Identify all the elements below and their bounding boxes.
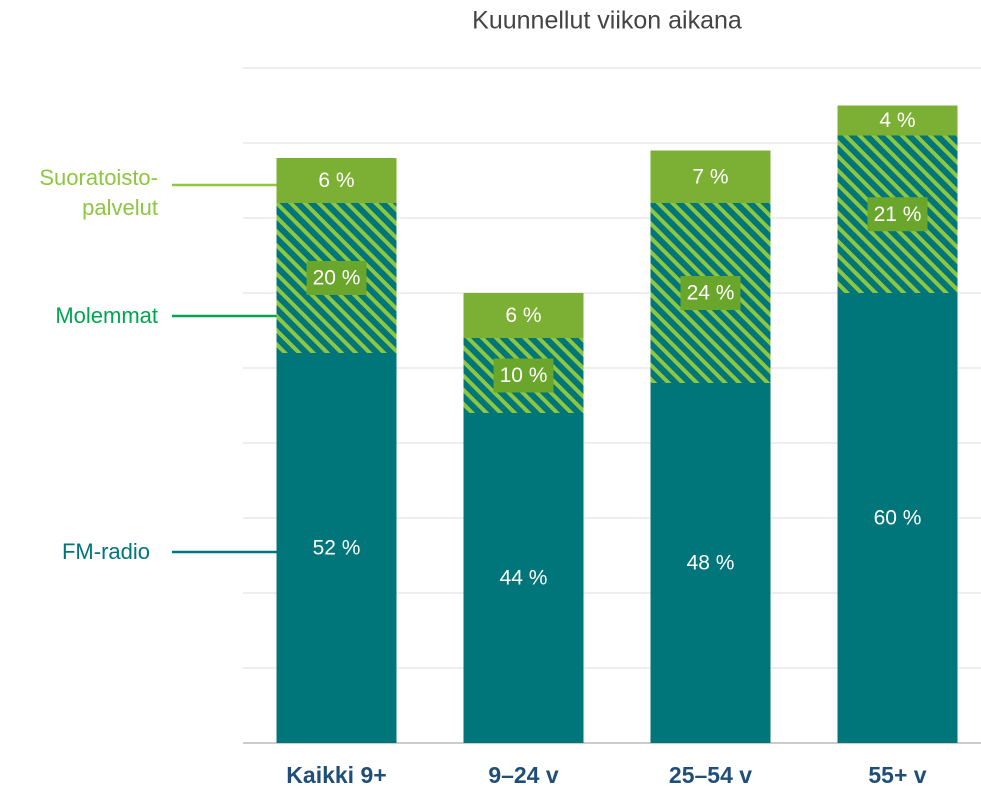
label-box	[493, 358, 554, 393]
label-box	[867, 197, 928, 232]
value-label: 60 %	[874, 507, 922, 530]
value-label: 10 %	[500, 364, 548, 387]
value-label: 6 %	[505, 304, 541, 327]
value-label: 21 %	[874, 203, 922, 226]
bar-segment	[463, 413, 584, 743]
label-box	[680, 276, 741, 310]
value-label: 7 %	[692, 165, 728, 188]
bar-segment	[276, 158, 397, 203]
bar-segment	[837, 105, 958, 136]
value-label: 4 %	[879, 109, 915, 132]
bar-segment	[650, 383, 771, 743]
x-tick-label: Kaikki 9+	[286, 762, 386, 788]
value-label: 20 %	[313, 267, 361, 290]
legend-label: FM-radio	[61, 539, 150, 564]
value-label: 6 %	[318, 169, 354, 192]
label-box	[306, 261, 367, 295]
bar-segment	[276, 353, 397, 743]
bar-segment	[463, 293, 584, 338]
value-label: 52 %	[313, 537, 361, 560]
chart-title: Kuunnellut viikon aikana	[472, 7, 742, 35]
bar-segment	[837, 293, 958, 743]
x-tick-label: 25–54 v	[669, 762, 752, 788]
bar-segment	[650, 150, 771, 203]
x-tick-label: 9–24 v	[488, 762, 559, 788]
x-tick-label: 55+ v	[868, 762, 926, 788]
value-label: 44 %	[500, 567, 548, 590]
legend-label: Suoratoisto-palvelut	[39, 165, 158, 220]
value-label: 24 %	[687, 282, 735, 305]
legend-label: Molemmat	[55, 303, 158, 328]
value-label: 48 %	[687, 552, 735, 575]
